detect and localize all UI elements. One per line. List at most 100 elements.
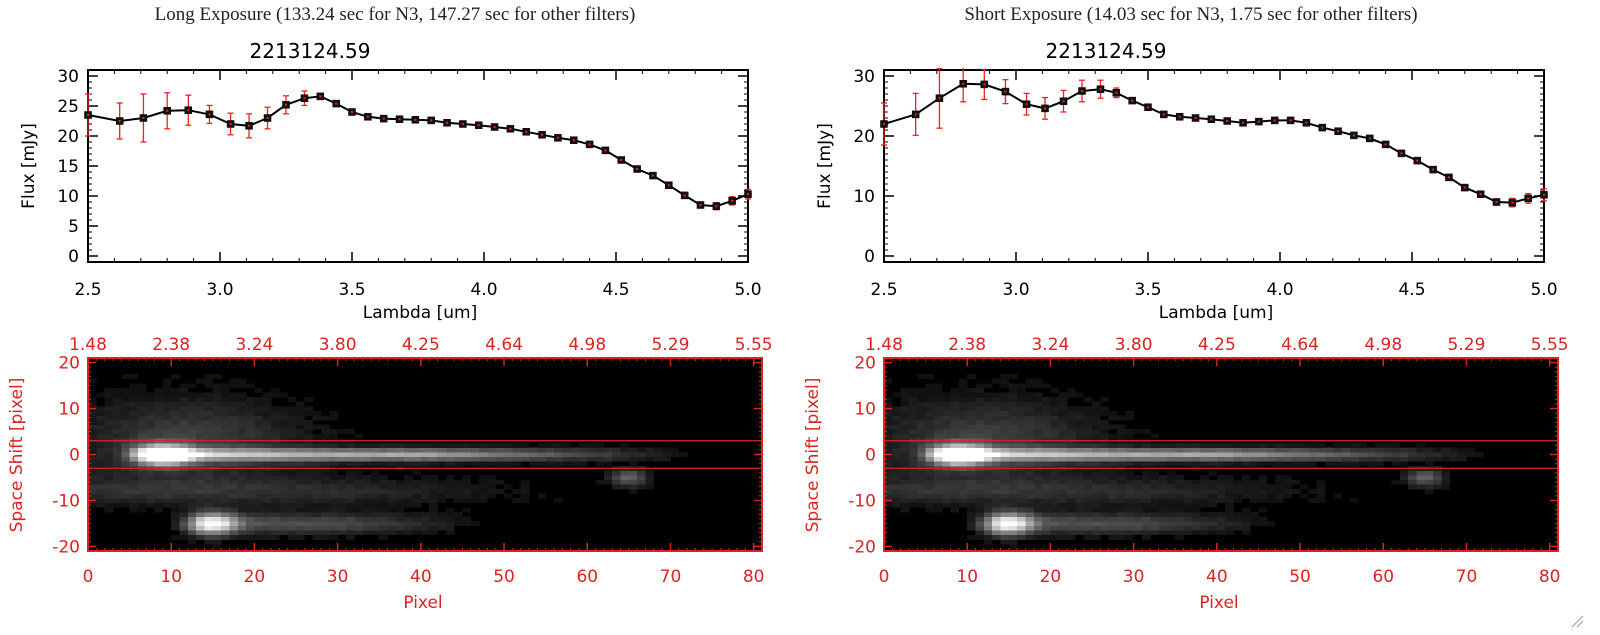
image-pixel bbox=[1058, 392, 1068, 398]
image-pixel bbox=[1175, 521, 1184, 527]
image-pixel bbox=[254, 401, 264, 407]
image-pixel bbox=[1341, 461, 1351, 467]
image-pixel bbox=[1067, 452, 1076, 458]
image-pixel bbox=[645, 475, 655, 481]
image-pixel bbox=[437, 456, 447, 462]
image-pixel bbox=[137, 401, 147, 407]
image-pixel bbox=[983, 406, 993, 412]
image-pixel bbox=[1441, 484, 1451, 490]
image-pixel bbox=[1033, 452, 1043, 458]
image-pixel bbox=[162, 456, 172, 462]
image-x-tick-label: 30 bbox=[1123, 567, 1145, 587]
image-pixel bbox=[229, 475, 239, 481]
image-pixel bbox=[312, 502, 322, 508]
image-pixel bbox=[992, 479, 1001, 485]
image-pixel bbox=[908, 406, 918, 412]
image-y-tick-label: 0 bbox=[69, 446, 80, 466]
image-pixel bbox=[179, 383, 189, 389]
image-pixel bbox=[884, 424, 893, 430]
image-pixel bbox=[146, 429, 155, 435]
image-pixel bbox=[1042, 516, 1051, 522]
image-pixel bbox=[1241, 475, 1251, 481]
image-pixel bbox=[967, 401, 976, 407]
panel-caption: Short Exposure (14.03 sec for N3, 1.75 s… bbox=[964, 4, 1418, 25]
image-pixel bbox=[154, 488, 164, 494]
image-pixel bbox=[1358, 461, 1367, 467]
image-pixel bbox=[1275, 498, 1284, 504]
image-pixel bbox=[1133, 456, 1143, 462]
image-pixel bbox=[992, 525, 1001, 531]
image-pixel bbox=[1083, 429, 1093, 435]
image-pixel bbox=[221, 475, 230, 481]
image-pixel bbox=[958, 401, 968, 407]
image-pixel bbox=[908, 456, 918, 462]
image-pixel bbox=[121, 397, 130, 402]
image-pixel bbox=[1158, 516, 1168, 522]
image-pixel bbox=[504, 484, 513, 490]
image-pixel bbox=[967, 521, 976, 527]
image-pixel bbox=[96, 429, 105, 435]
image-pixel bbox=[229, 456, 239, 462]
image-pixel bbox=[146, 397, 155, 402]
resize-grip-icon[interactable] bbox=[1570, 614, 1584, 628]
image-pixel bbox=[933, 447, 943, 453]
image-pixel bbox=[1050, 461, 1060, 467]
image-pixel bbox=[1100, 420, 1109, 425]
image-pixel bbox=[553, 447, 563, 453]
image-pixel bbox=[112, 401, 122, 407]
image-pixel bbox=[129, 484, 139, 490]
image-pixel bbox=[420, 493, 430, 499]
image-pixel bbox=[196, 401, 205, 407]
image-pixel bbox=[1133, 498, 1143, 504]
image-pixel bbox=[237, 461, 247, 467]
image-pixel bbox=[1017, 516, 1026, 522]
image-pixel bbox=[1116, 525, 1126, 531]
image-pixel bbox=[983, 392, 993, 398]
image-pixel bbox=[1158, 511, 1168, 517]
image-pixel bbox=[1341, 447, 1351, 453]
image-pixel bbox=[329, 470, 338, 476]
image-pixel bbox=[162, 433, 172, 439]
image-pixel bbox=[329, 498, 338, 504]
image-pixel bbox=[1000, 539, 1010, 545]
image-pixel bbox=[1166, 484, 1176, 490]
image-pixel bbox=[1258, 452, 1268, 458]
image-pixel bbox=[992, 484, 1001, 490]
image-pixel bbox=[908, 452, 918, 458]
image-pixel bbox=[1183, 493, 1193, 499]
image-pixel bbox=[287, 530, 297, 536]
image-pixel bbox=[917, 433, 926, 439]
image-pixel bbox=[312, 516, 322, 522]
image-pixel bbox=[104, 415, 114, 421]
image-pixel bbox=[1075, 392, 1084, 398]
image-pixel bbox=[992, 493, 1001, 499]
image-pixel bbox=[454, 488, 463, 494]
image-pixel bbox=[104, 498, 114, 504]
image-pixel bbox=[387, 507, 397, 513]
image-pixel bbox=[1391, 452, 1401, 458]
image-pixel bbox=[395, 530, 405, 536]
image-pixel bbox=[129, 493, 139, 499]
image-pixel bbox=[925, 502, 935, 508]
image-pixel bbox=[983, 498, 993, 504]
image-pixel bbox=[992, 488, 1001, 494]
image-pixel bbox=[562, 443, 571, 448]
image-pixel bbox=[958, 397, 968, 402]
image-pixel bbox=[296, 511, 305, 517]
image-pixel bbox=[212, 456, 222, 462]
image-pixel bbox=[1000, 470, 1010, 476]
image-pixel bbox=[1333, 456, 1342, 462]
image-pixel bbox=[154, 484, 164, 490]
data-point-center bbox=[1044, 107, 1047, 110]
image-pixel bbox=[304, 406, 313, 412]
image-pixel bbox=[512, 452, 521, 458]
image-pixel bbox=[1383, 452, 1392, 458]
image-pixel bbox=[1133, 461, 1143, 467]
image-pixel bbox=[404, 521, 413, 527]
image-pixel bbox=[237, 521, 247, 527]
image-pixel bbox=[1191, 484, 1201, 490]
image-pixel bbox=[237, 452, 247, 458]
image-pixel bbox=[900, 443, 910, 448]
image-pixel bbox=[958, 392, 968, 398]
image-pixel bbox=[1175, 530, 1184, 536]
